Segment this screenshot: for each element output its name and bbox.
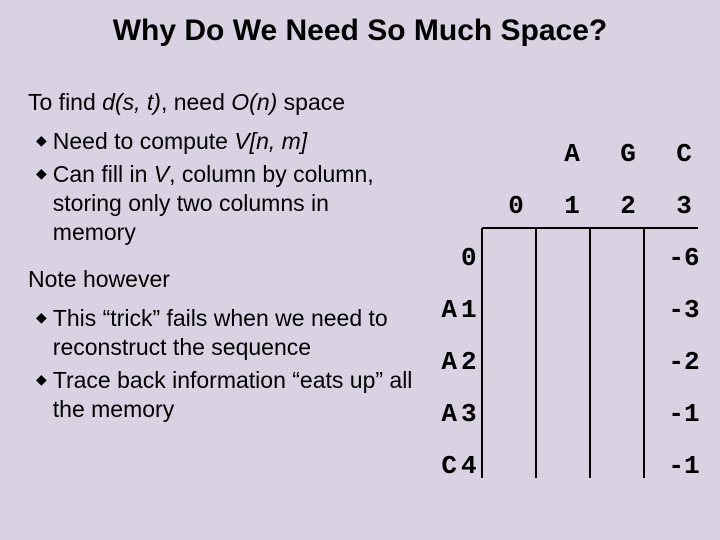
bullet2-italic: V: [154, 161, 169, 187]
para-1: To find d(s, t), need O(n) space: [28, 88, 418, 117]
bullet-3: ◆ This “trick” fails when we need to rec…: [36, 304, 418, 362]
para-2: Note however: [28, 265, 418, 294]
bullet2-a: Can fill in: [53, 161, 154, 187]
val-3: -1: [656, 388, 712, 440]
col-letter-3: C: [656, 128, 712, 180]
col-num-1: 1: [544, 180, 600, 232]
col-letter-1: A: [544, 128, 600, 180]
para1-b: , need: [161, 89, 231, 115]
para1-italic1: d(s, t): [102, 89, 161, 115]
slide-title: Why Do We Need So Much Space?: [0, 14, 720, 48]
col-num-0: 0: [488, 180, 544, 232]
bullet-glyph: ◆: [36, 127, 47, 153]
val-0: -6: [656, 232, 712, 284]
row-letter-1: A: [428, 284, 459, 336]
val-4: -1: [656, 440, 712, 492]
val-1: -3: [656, 284, 712, 336]
bullet1-a: Need to compute: [53, 128, 235, 154]
row-letter-4: C: [428, 440, 459, 492]
col-letter-0: [488, 128, 544, 180]
row-letter-3: A: [428, 388, 459, 440]
col-letter-2: G: [600, 128, 656, 180]
bullet-glyph: ◆: [36, 160, 47, 186]
bullet-2: ◆ Can fill in V, column by column, stori…: [36, 160, 418, 247]
bullet-1: ◆ Need to compute V[n, m]: [36, 127, 418, 156]
bullet-glyph: ◆: [36, 304, 47, 330]
dp-table: A G C 0 1 2 3 0 -6 A 1: [428, 128, 712, 492]
para1-a: To find: [28, 89, 102, 115]
row-num-3: 3: [459, 388, 488, 440]
para1-italic2: O(n): [231, 89, 277, 115]
body-text: To find d(s, t), need O(n) space ◆ Need …: [28, 88, 418, 428]
row-num-2: 2: [459, 336, 488, 388]
bullet3-text: This “trick” fails when we need to recon…: [53, 304, 418, 362]
val-2: -2: [656, 336, 712, 388]
bullet1-italic: V[n, m]: [234, 128, 307, 154]
row-letter-0: [428, 232, 459, 284]
row-num-0: 0: [459, 232, 488, 284]
bullet-glyph: ◆: [36, 366, 47, 392]
col-num-2: 2: [600, 180, 656, 232]
row-num-1: 1: [459, 284, 488, 336]
bullet4-text: Trace back information “eats up” all the…: [53, 366, 418, 424]
row-num-4: 4: [459, 440, 488, 492]
col-num-3: 3: [656, 180, 712, 232]
para1-c: space: [277, 89, 345, 115]
row-letter-2: A: [428, 336, 459, 388]
bullet-4: ◆ Trace back information “eats up” all t…: [36, 366, 418, 424]
